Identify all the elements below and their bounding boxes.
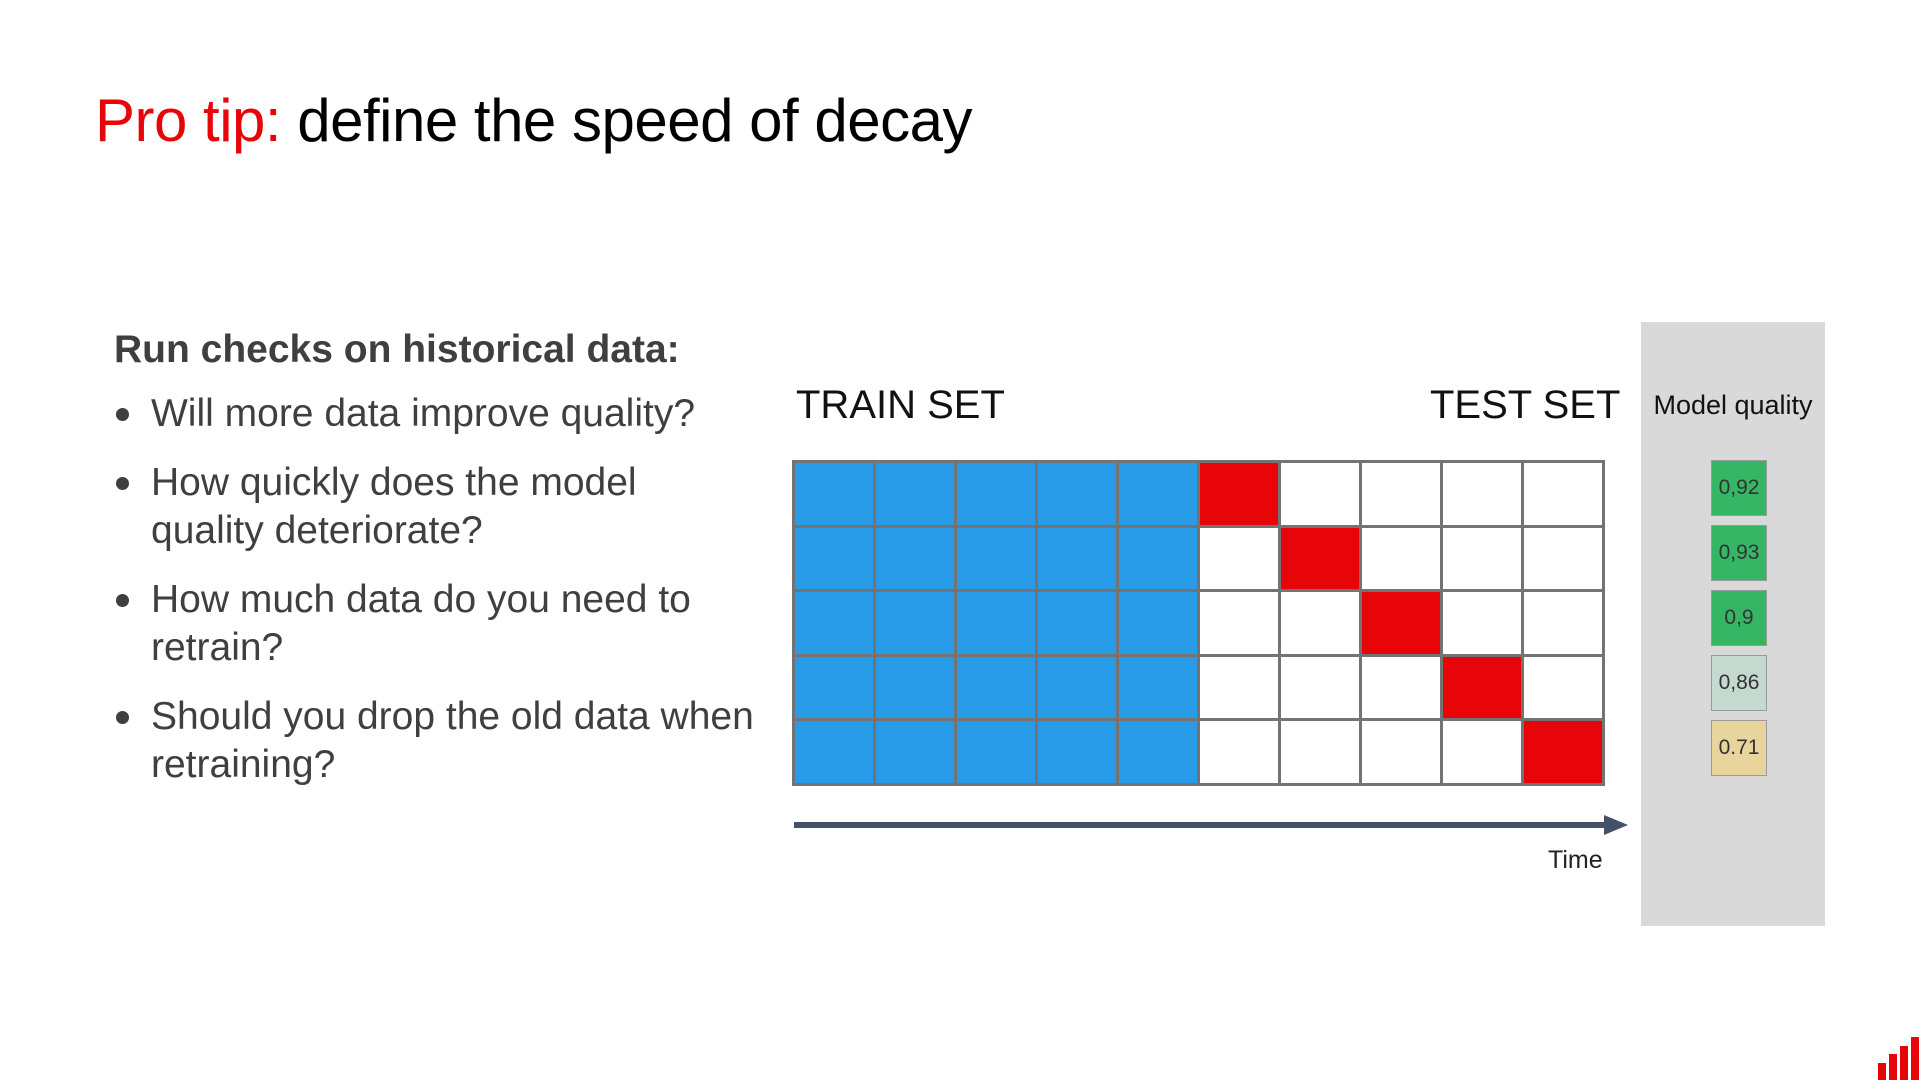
list-item-text: Should you drop the old data when retrai… xyxy=(151,695,754,786)
train-cell xyxy=(957,657,1035,719)
bullet-icon xyxy=(116,477,129,490)
model-quality-panel: Model quality 0,92 0,93 0,9 0,86 0.71 xyxy=(1641,322,1825,926)
train-cell xyxy=(795,592,873,654)
train-cell xyxy=(1119,721,1197,783)
empty-cell xyxy=(1200,657,1278,719)
list-item-text: Will more data improve quality? xyxy=(151,392,695,435)
time-axis xyxy=(792,812,1630,838)
empty-cell xyxy=(1524,592,1602,654)
bullet-icon xyxy=(116,711,129,724)
train-cell xyxy=(1038,528,1116,590)
quality-score: 0,86 xyxy=(1711,655,1767,711)
empty-cell xyxy=(1200,721,1278,783)
train-cell xyxy=(1038,592,1116,654)
empty-cell xyxy=(1443,592,1521,654)
logo-bar xyxy=(1878,1063,1886,1080)
checks-heading: Run checks on historical data: xyxy=(114,328,680,372)
train-cell xyxy=(876,721,954,783)
empty-cell xyxy=(1281,721,1359,783)
logo-bar xyxy=(1911,1037,1919,1080)
bar-chart-logo-icon xyxy=(1878,1037,1919,1080)
list-item: Will more data improve quality? xyxy=(114,390,754,438)
train-cell xyxy=(795,463,873,525)
empty-cell xyxy=(1281,592,1359,654)
quality-score: 0,9 xyxy=(1711,590,1767,646)
train-set-label: TRAIN SET xyxy=(796,385,1005,425)
empty-cell xyxy=(1200,592,1278,654)
train-cell xyxy=(876,463,954,525)
empty-cell xyxy=(1281,463,1359,525)
train-cell xyxy=(1119,657,1197,719)
test-cell xyxy=(1443,657,1521,719)
test-cell xyxy=(1524,721,1602,783)
quality-score: 0,93 xyxy=(1711,525,1767,581)
train-cell xyxy=(1119,528,1197,590)
empty-cell xyxy=(1443,721,1521,783)
quality-score: 0,92 xyxy=(1711,460,1767,516)
train-cell xyxy=(1119,463,1197,525)
logo-bar xyxy=(1900,1046,1908,1080)
empty-cell xyxy=(1362,657,1440,719)
train-cell xyxy=(795,721,873,783)
bullet-icon xyxy=(116,408,129,421)
test-cell xyxy=(1281,528,1359,590)
model-quality-title: Model quality xyxy=(1641,392,1825,419)
train-cell xyxy=(957,592,1035,654)
arrow-head-icon xyxy=(1604,815,1628,835)
train-cell xyxy=(1038,657,1116,719)
time-axis-label: Time xyxy=(1548,848,1603,873)
train-cell xyxy=(795,528,873,590)
empty-cell xyxy=(1524,463,1602,525)
train-cell xyxy=(1038,463,1116,525)
train-cell xyxy=(876,657,954,719)
bullet-icon xyxy=(116,594,129,607)
empty-cell xyxy=(1362,721,1440,783)
train-test-split-grid xyxy=(792,460,1605,786)
empty-cell xyxy=(1362,528,1440,590)
list-item: Should you drop the old data when retrai… xyxy=(114,693,754,789)
empty-cell xyxy=(1362,463,1440,525)
empty-cell xyxy=(1443,528,1521,590)
logo-bar xyxy=(1889,1054,1897,1080)
checks-list: Will more data improve quality? How quic… xyxy=(114,390,754,810)
list-item-text: How quickly does the model quality deter… xyxy=(151,461,637,552)
test-cell xyxy=(1200,463,1278,525)
empty-cell xyxy=(1524,657,1602,719)
title-rest: define the speed of decay xyxy=(297,87,972,154)
list-item: How much data do you need to retrain? xyxy=(114,576,754,672)
train-cell xyxy=(1119,592,1197,654)
train-cell xyxy=(876,528,954,590)
train-cell xyxy=(1038,721,1116,783)
train-cell xyxy=(957,528,1035,590)
empty-cell xyxy=(1443,463,1521,525)
empty-cell xyxy=(1524,528,1602,590)
train-cell xyxy=(795,657,873,719)
test-set-label: TEST SET xyxy=(1430,385,1620,425)
title-accent: Pro tip: xyxy=(95,87,281,154)
train-cell xyxy=(876,592,954,654)
list-item: How quickly does the model quality deter… xyxy=(114,459,754,555)
train-cell xyxy=(957,721,1035,783)
empty-cell xyxy=(1200,528,1278,590)
test-cell xyxy=(1362,592,1440,654)
slide-title: Pro tip: define the speed of decay xyxy=(95,86,972,155)
empty-cell xyxy=(1281,657,1359,719)
list-item-text: How much data do you need to retrain? xyxy=(151,578,691,669)
quality-score: 0.71 xyxy=(1711,720,1767,776)
train-cell xyxy=(957,463,1035,525)
